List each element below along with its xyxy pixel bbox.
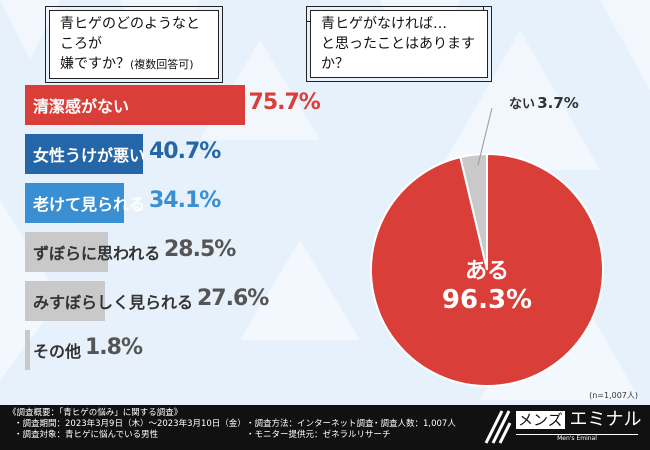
- left-question-line2: 嫌ですか？: [60, 56, 130, 72]
- pie-leader-line: [477, 107, 493, 166]
- bar-value-label: 34.1%: [149, 188, 221, 213]
- bar-value-label: 40.7%: [149, 139, 221, 164]
- bar: [25, 183, 124, 223]
- bar-category-label: その他: [33, 342, 82, 361]
- sample-size: (n=1,007人): [589, 391, 638, 400]
- pie-value-nai: 3.7%: [537, 94, 579, 112]
- bar-category-label: 清潔感がない: [33, 97, 130, 116]
- survey-method: ・調査方法：インターネット調査: [246, 419, 374, 429]
- left-question-note: (複数回答可): [130, 58, 194, 71]
- bar-value-label: 75.7%: [248, 90, 321, 115]
- bar-category-label: みすぼらしく見られる: [33, 293, 194, 312]
- bar: [25, 232, 108, 272]
- survey-title: 《調査概要：「青ヒゲの悩み」に関する調査》: [8, 408, 183, 418]
- bar-category-label: 女性うけが悪い: [33, 146, 146, 165]
- pie-value-aru: 96.3%: [442, 285, 532, 315]
- right-question-line2: と思ったことはありますか？: [321, 36, 475, 72]
- bar: [25, 330, 31, 370]
- pie-slice-0: [370, 152, 604, 387]
- brand-name-b: エミナル: [569, 409, 642, 430]
- bar-category-label: 老けて見られる: [33, 195, 146, 214]
- right-question-line1: 青ヒゲがなければ…: [321, 16, 447, 32]
- bar: [25, 281, 106, 321]
- bar-category-label: ずぼらに思われる: [33, 244, 161, 263]
- left-question-line1: 青ヒゲのどのようなところが: [60, 16, 200, 52]
- pie-label-nai: ない: [509, 97, 535, 112]
- brand-logo-mark: [484, 410, 512, 444]
- bar-value-label: 1.8%: [85, 335, 143, 360]
- footer: 《調査概要：「青ヒゲの悩み」に関する調査》 ・調査期間：2023年3月9日（木）…: [0, 405, 650, 450]
- bar-value-label: 28.5%: [164, 237, 236, 262]
- survey-count: ・調査人数：1,007人: [372, 419, 456, 429]
- bar-value-label: 27.6%: [197, 286, 269, 311]
- survey-target: ・調査対象：青ヒゲに悩んでいる男性: [14, 430, 159, 440]
- brand-subtitle: Men's Eminal: [516, 434, 638, 443]
- brand-name-a: メンズ: [516, 411, 565, 429]
- left-question-box: 青ヒゲのどのようなところが 嫌ですか？(複数回答可): [45, 6, 223, 83]
- right-question-box-text: 青ヒゲがなければ… と思ったことはありますか？: [306, 6, 492, 82]
- pie-label-aru: ある: [465, 259, 509, 284]
- survey-provider: ・モニター提供元：ゼネラルリサーチ: [246, 430, 391, 440]
- bar: [25, 85, 245, 125]
- bar: [25, 134, 144, 174]
- survey-period: ・調査期間：2023年3月9日（木）～2023年3月10日（金）: [14, 419, 246, 429]
